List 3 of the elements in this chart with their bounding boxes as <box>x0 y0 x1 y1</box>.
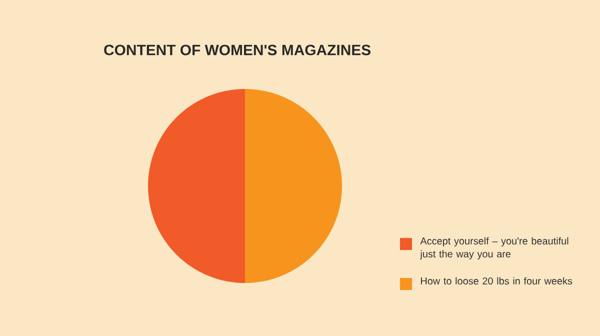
chart-title: CONTENT OF WOMEN'S MAGAZINES <box>104 44 370 56</box>
legend-label: Accept yourself – you're beautiful just the way you are <box>420 237 568 260</box>
legend-label: How to loose 20 lbs in four weeks <box>421 277 572 285</box>
